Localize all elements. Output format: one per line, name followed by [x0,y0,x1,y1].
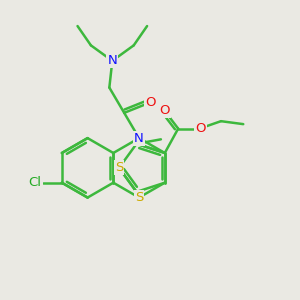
Text: O: O [159,104,169,117]
Text: Cl: Cl [28,176,42,189]
Text: S: S [135,191,143,204]
Text: O: O [146,96,156,109]
Text: N: N [107,54,117,67]
Text: N: N [134,132,144,145]
Text: S: S [115,161,123,174]
Text: O: O [195,122,206,135]
